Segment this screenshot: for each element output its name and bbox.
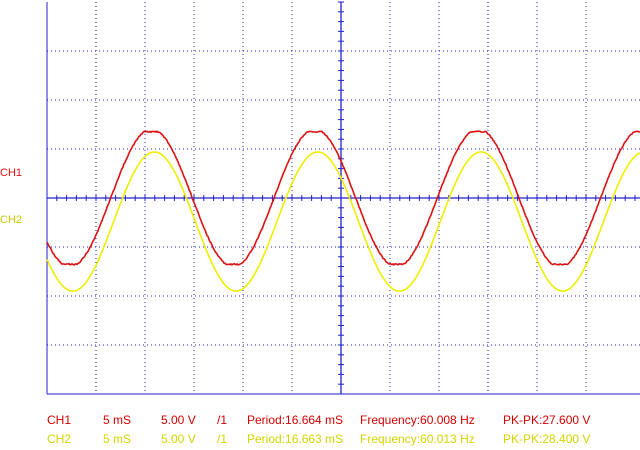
time-per-div: 5 mS bbox=[103, 432, 131, 446]
frequency-readout: Frequency:60.013 Hz bbox=[360, 432, 475, 446]
volts-per-div: 5.00 V bbox=[161, 432, 196, 446]
ch2-level-marker[interactable]: CH2 bbox=[0, 215, 22, 226]
ch2-waveform bbox=[47, 152, 640, 291]
ch1-measurement-row: CH1 5 mS 5.00 V /1 Period:16.664 mS Freq… bbox=[0, 413, 640, 427]
probe-attenuation: /1 bbox=[217, 432, 227, 446]
period-readout: Period:16.663 mS bbox=[247, 432, 343, 446]
pk-pk-readout: PK-PK:27.600 V bbox=[503, 413, 590, 427]
ch2-measurement-row: CH2 5 mS 5.00 V /1 Period:16.663 mS Freq… bbox=[0, 432, 640, 446]
channel-name: CH2 bbox=[47, 432, 71, 446]
graticule bbox=[47, 2, 640, 394]
frequency-readout: Frequency:60.008 Hz bbox=[360, 413, 475, 427]
ch1-level-marker[interactable]: CH1 bbox=[0, 168, 22, 179]
channel-name: CH1 bbox=[47, 413, 71, 427]
probe-attenuation: /1 bbox=[217, 413, 227, 427]
pk-pk-readout: PK-PK:28.400 V bbox=[503, 432, 590, 446]
oscilloscope-screen bbox=[0, 0, 640, 405]
period-readout: Period:16.664 mS bbox=[247, 413, 343, 427]
time-per-div: 5 mS bbox=[103, 413, 131, 427]
volts-per-div: 5.00 V bbox=[161, 413, 196, 427]
